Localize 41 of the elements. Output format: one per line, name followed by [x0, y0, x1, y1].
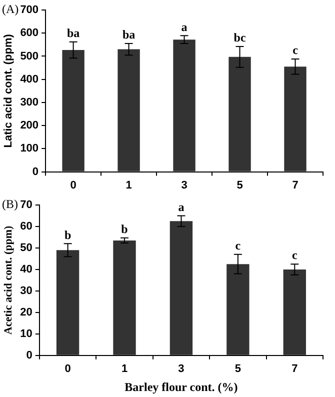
- y-tick-label: 700: [20, 4, 39, 16]
- y-tick-label: 70: [20, 199, 32, 212]
- y-axis-title: Acetic acid cont. (ppm): [2, 225, 14, 335]
- y-tick-label: 500: [20, 50, 39, 62]
- x-tick-label: 5: [236, 179, 243, 192]
- x-tick-label: 0: [70, 179, 76, 192]
- annotation: c: [235, 238, 242, 253]
- x-tick-label: 7: [292, 363, 298, 376]
- y-tick-label: 400: [20, 73, 39, 86]
- x-tick-label: 1: [126, 179, 132, 192]
- x-tick-label: 3: [181, 179, 188, 192]
- y-tick-label: 50: [20, 242, 32, 254]
- annotation: c: [292, 43, 299, 58]
- x-tick-label: 3: [178, 363, 184, 376]
- y-tick-label: 60: [20, 220, 32, 233]
- y-tick-label: 20: [20, 306, 32, 318]
- x-tick-label: 7: [292, 179, 298, 192]
- annotation: b: [64, 228, 72, 242]
- y-tick-label: 30: [20, 284, 32, 297]
- x-tick-label: 5: [234, 363, 241, 376]
- y-tick-label: 100: [20, 142, 39, 155]
- annotation: a: [181, 20, 188, 34]
- annotation: c: [292, 248, 298, 262]
- annotation: a: [178, 200, 184, 214]
- y-tick-label: 200: [20, 120, 39, 132]
- y-axis-title: Latic acid cont. (ppm): [2, 34, 15, 148]
- y-tick-label: 0: [32, 166, 39, 178]
- annotation: b: [121, 222, 128, 236]
- y-tick-label: 40: [20, 263, 32, 276]
- chart-title: (A): [2, 2, 19, 16]
- y-tick-label: 300: [20, 96, 39, 108]
- annotation: bc: [234, 30, 246, 45]
- y-tick-label: 10: [20, 328, 32, 340]
- x-tick-label: 1: [121, 363, 128, 376]
- annotation: ba: [66, 26, 80, 40]
- y-tick-label: 600: [20, 27, 39, 40]
- x-axis-title: Barley flour cont. (%): [124, 380, 238, 394]
- annotation: ba: [122, 28, 136, 42]
- y-tick-label: 0: [26, 349, 32, 362]
- x-tick-label: 0: [64, 363, 71, 376]
- chart-title: (B): [2, 197, 18, 212]
